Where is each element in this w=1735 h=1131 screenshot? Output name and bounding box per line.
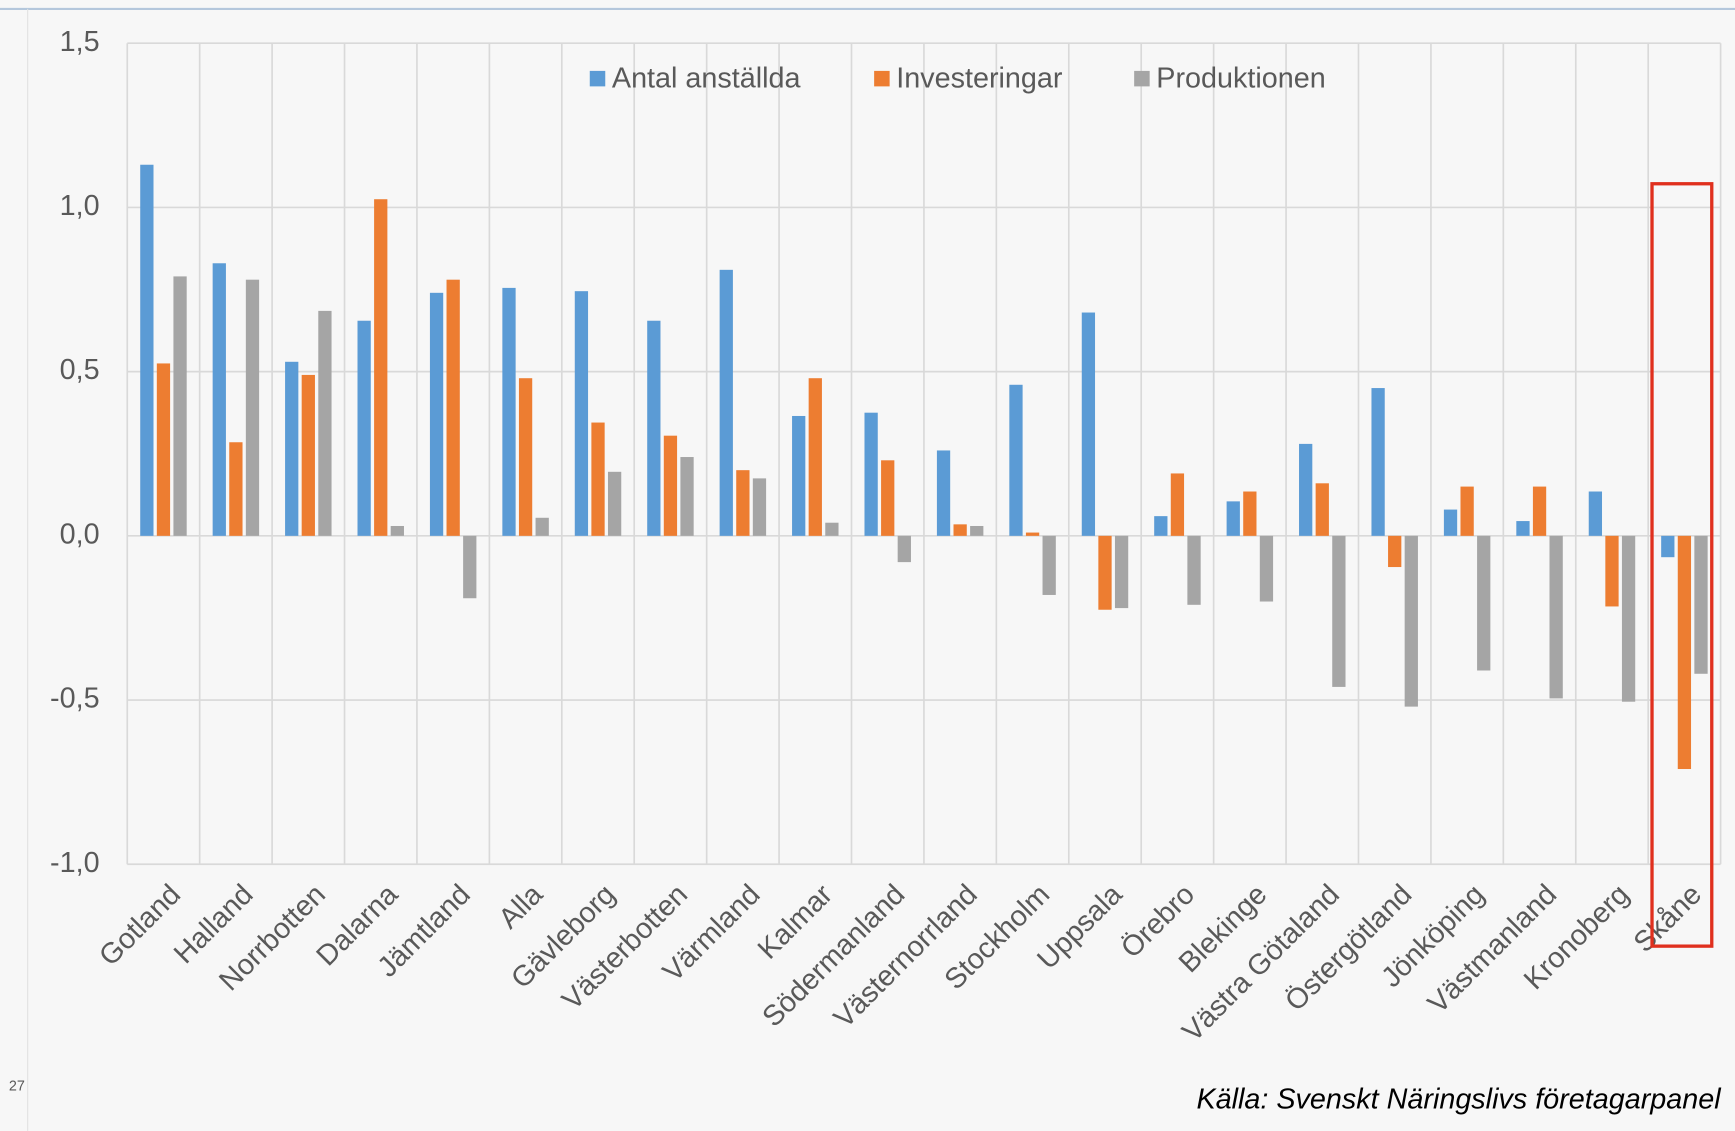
bar bbox=[518, 378, 533, 536]
bar bbox=[1532, 486, 1547, 536]
bar bbox=[301, 374, 315, 536]
bar bbox=[140, 164, 154, 536]
bar bbox=[1549, 535, 1563, 699]
bar bbox=[591, 422, 605, 536]
bar bbox=[173, 276, 187, 536]
bar bbox=[647, 320, 661, 536]
source: Källa: Svenskt Näringslivs företagarpane… bbox=[1196, 1084, 1722, 1116]
bar bbox=[808, 378, 822, 536]
bar bbox=[1259, 535, 1274, 602]
bar bbox=[1477, 535, 1491, 671]
bar bbox=[897, 535, 911, 563]
bar bbox=[1042, 535, 1056, 595]
bar bbox=[390, 525, 404, 536]
bar bbox=[1315, 483, 1329, 536]
legend-swatch bbox=[589, 70, 606, 87]
bar bbox=[502, 287, 516, 536]
bar bbox=[719, 269, 733, 536]
bar bbox=[1170, 473, 1185, 536]
bar bbox=[212, 263, 226, 536]
bar bbox=[792, 415, 806, 536]
bar bbox=[1388, 535, 1402, 568]
highlight-box bbox=[1650, 182, 1714, 948]
bar bbox=[1694, 535, 1708, 674]
bar bbox=[1588, 491, 1603, 536]
legend-label: Produktionen bbox=[1156, 62, 1325, 94]
y-tick-label: -0,5 bbox=[50, 683, 100, 715]
bar bbox=[463, 535, 477, 599]
bar bbox=[1243, 491, 1257, 536]
y-tick-label: 0,0 bbox=[60, 518, 100, 550]
bar bbox=[1677, 535, 1692, 770]
legend-label: Antal anställda bbox=[612, 62, 801, 94]
bar bbox=[864, 412, 878, 536]
bar bbox=[1661, 535, 1675, 558]
bar bbox=[607, 471, 622, 536]
bar bbox=[229, 442, 243, 536]
bar bbox=[881, 460, 895, 536]
bar bbox=[1605, 535, 1619, 607]
legend-label: Investeringar bbox=[896, 62, 1063, 94]
y-tick-label: 0,5 bbox=[60, 354, 100, 386]
bar bbox=[663, 435, 678, 536]
bar bbox=[1154, 516, 1168, 536]
legend-swatch bbox=[1134, 70, 1150, 87]
bar bbox=[1332, 535, 1346, 687]
bar bbox=[429, 292, 444, 536]
bar bbox=[318, 310, 332, 536]
bar bbox=[1443, 509, 1458, 536]
bar bbox=[1114, 535, 1129, 609]
bar bbox=[1404, 535, 1418, 707]
bar bbox=[953, 524, 967, 536]
bar bbox=[1516, 521, 1530, 536]
bar bbox=[285, 361, 299, 536]
bar bbox=[374, 199, 388, 536]
bar bbox=[1460, 486, 1474, 536]
bar bbox=[736, 470, 750, 536]
y-tick-label: -1,0 bbox=[50, 847, 100, 879]
legend-swatch bbox=[874, 70, 890, 87]
bar bbox=[1098, 535, 1112, 610]
bar bbox=[970, 525, 984, 536]
bar bbox=[1009, 384, 1023, 536]
bar bbox=[1025, 532, 1040, 536]
y-tick-label: 1,5 bbox=[60, 26, 100, 58]
bar bbox=[535, 517, 549, 536]
bar bbox=[1371, 388, 1385, 536]
bar bbox=[1299, 443, 1313, 536]
bar bbox=[357, 320, 371, 536]
bar bbox=[1226, 501, 1240, 536]
bar bbox=[156, 363, 171, 536]
bar bbox=[1621, 535, 1636, 702]
y-tick-label: 1,0 bbox=[60, 190, 100, 222]
bar bbox=[574, 291, 589, 536]
page-number: 27 bbox=[9, 1078, 25, 1094]
bar bbox=[446, 279, 460, 536]
bar bbox=[1187, 535, 1201, 605]
bar bbox=[245, 279, 260, 536]
bar bbox=[752, 478, 767, 536]
bar bbox=[936, 450, 951, 536]
bar bbox=[825, 522, 839, 536]
bar bbox=[1081, 312, 1096, 536]
bar bbox=[680, 457, 694, 536]
